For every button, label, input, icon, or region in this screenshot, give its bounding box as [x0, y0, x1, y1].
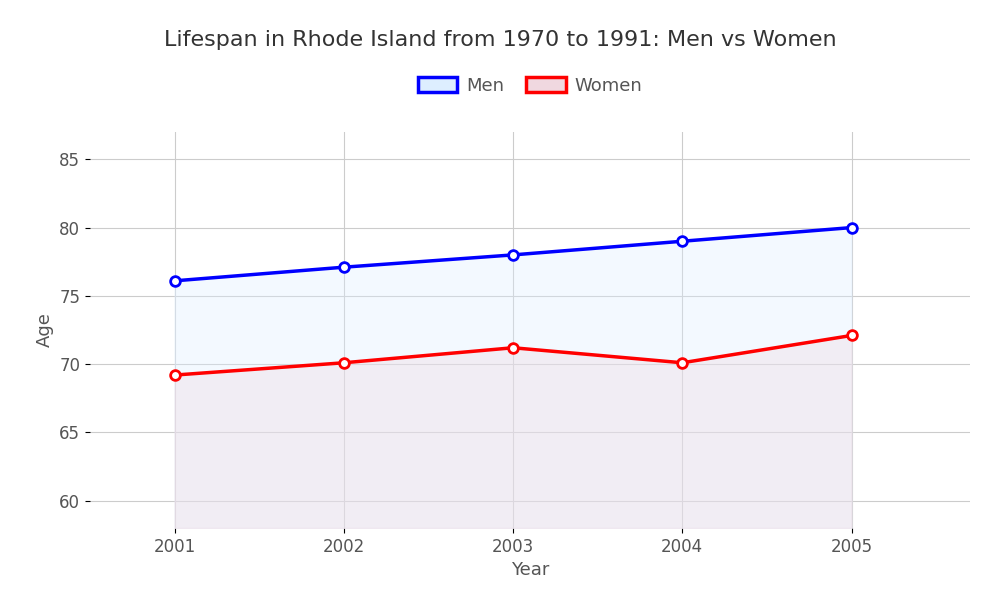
Y-axis label: Age: Age	[36, 313, 54, 347]
X-axis label: Year: Year	[511, 561, 549, 579]
Text: Lifespan in Rhode Island from 1970 to 1991: Men vs Women: Lifespan in Rhode Island from 1970 to 19…	[164, 30, 836, 50]
Legend: Men, Women: Men, Women	[410, 70, 650, 102]
